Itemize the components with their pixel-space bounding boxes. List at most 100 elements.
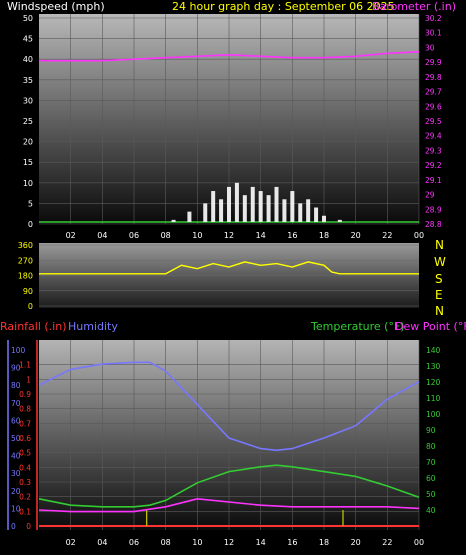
temp-x-tick-label: 10 (192, 538, 202, 547)
windspeed-bar (242, 195, 247, 222)
rainfall-tick-label: 0.8 (19, 405, 31, 414)
temp-x-tick-label: 04 (97, 538, 107, 547)
temperature-tick-label: 50 (426, 490, 436, 499)
windspeed-tick-label: 15 (23, 158, 33, 167)
temperature-tick-label: 70 (426, 458, 436, 467)
temp-x-tick-label: 14 (256, 538, 266, 547)
windspeed-bar (322, 215, 326, 222)
windspeed-bar (187, 211, 192, 222)
windspeed-tick-label: 35 (23, 76, 33, 85)
windspeed-tick-label: 40 (23, 55, 33, 64)
chart-title: 24 hour graph day : September 06 2025 (172, 0, 395, 13)
windspeed-bar (306, 199, 311, 222)
barometer-tick-label: 29.9 (425, 58, 442, 67)
barometer-tick-label: 29.3 (425, 146, 442, 155)
windspeed-bar (211, 191, 216, 222)
temperature-tick-label: 140 (426, 346, 441, 355)
windspeed-bar (234, 182, 239, 222)
wind-x-tick-label: 22 (382, 231, 392, 240)
barometer-line (39, 51, 420, 62)
humidity-tick-label: 100 (11, 346, 26, 355)
windspeed-tick-label: 25 (23, 117, 33, 126)
temp-x-tick-label: 08 (161, 538, 171, 547)
temperature-tick-label: 40 (426, 506, 436, 515)
temp-x-tick-label: 20 (351, 538, 361, 547)
temp-x-tick-label: 06 (129, 538, 139, 547)
windspeed-tick-label: 20 (23, 138, 33, 147)
windspeed-bar (298, 203, 303, 222)
windspeed-bar (258, 191, 263, 222)
windspeed-tick-label: 5 (28, 199, 33, 208)
wind-direction-line (39, 261, 419, 275)
wind-x-tick-label: 10 (192, 231, 202, 240)
barometer-tick-label: 28.8 (425, 220, 442, 229)
wind-x-tick-label: 20 (351, 231, 361, 240)
humidity-tick-label: 40 (11, 452, 21, 461)
temperature-tick-label: 120 (426, 378, 441, 387)
barometer-tick-label: 29.2 (425, 161, 442, 170)
temperature-tick-label: 80 (426, 442, 436, 451)
temp-x-tick-label: 02 (66, 538, 76, 547)
windspeed-axis-label: Windspeed (mph) (7, 0, 105, 13)
direction-tick-label: 270 (18, 256, 33, 265)
wind-x-tick-label: 02 (66, 231, 76, 240)
humidity-tick-label: 0 (11, 522, 16, 531)
barometer-tick-label: 30 (425, 43, 435, 52)
windspeed-tick-label: 45 (23, 35, 33, 44)
rainfall-axis-label: Rainfall (.in) (0, 320, 67, 333)
direction-tick-label: 90 (23, 287, 33, 296)
humidity-tick-label: 50 (11, 434, 21, 443)
windspeed-bar (219, 199, 224, 222)
windspeed-bar (282, 199, 287, 222)
windspeed-tick-label: 10 (23, 179, 33, 188)
windspeed-bar (290, 191, 295, 222)
wind-x-tick-label: 04 (97, 231, 107, 240)
humidity-tick-label: 10 (11, 504, 21, 513)
wind-x-tick-label: 08 (161, 231, 171, 240)
compass-w: W (434, 255, 446, 269)
temperature-tick-label: 100 (426, 410, 441, 419)
wind-x-tick-label: 00 (414, 231, 424, 240)
compass-n-top: N (435, 238, 444, 252)
temperature-line (38, 464, 420, 508)
barometer-tick-label: 29.6 (425, 102, 442, 111)
windspeed-tick-label: 0 (28, 220, 33, 229)
rainfall-tick-label: 0.6 (19, 434, 31, 443)
temperature-tick-label: 90 (426, 426, 436, 435)
barometer-tick-label: 28.9 (425, 205, 442, 214)
temperature-tick-label: 130 (426, 362, 441, 371)
barometer-tick-label: 30.2 (425, 14, 442, 23)
temperature-tick-label: 60 (426, 474, 436, 483)
barometer-tick-label: 29.1 (425, 176, 442, 185)
barometer-tick-label: 29.4 (425, 132, 442, 141)
rainfall-tick-label: 1.1 (19, 361, 31, 370)
windspeed-tick-label: 30 (23, 96, 33, 105)
barometer-tick-label: 29 (425, 191, 435, 200)
humidity-tick-label: 30 (11, 469, 21, 478)
humidity-tick-label: 80 (11, 381, 21, 390)
rainfall-tick-label: 0.5 (19, 449, 31, 458)
temperature-tick-label: 110 (426, 394, 441, 403)
temp-x-tick-label: 00 (414, 538, 424, 547)
temp-x-tick-label: 16 (287, 538, 297, 547)
compass-e: E (435, 288, 443, 302)
temp-x-tick-label: 12 (224, 538, 234, 547)
rainfall-tick-label: 0.3 (19, 478, 31, 487)
humidity-tick-label: 20 (11, 487, 21, 496)
direction-tick-label: 360 (18, 241, 33, 250)
barometer-tick-label: 29.5 (425, 117, 442, 126)
windspeed-bar (171, 219, 176, 222)
dewpoint-axis-label: Dew Point (°F) (395, 320, 466, 333)
barometer-tick-label: 29.7 (425, 88, 442, 97)
humidity-line (38, 361, 420, 452)
windspeed-bar (203, 203, 208, 222)
windspeed-bar (266, 195, 271, 222)
rainfall-tick-label: 1 (26, 375, 31, 384)
humidity-tick-label: 60 (11, 416, 21, 425)
wind-x-tick-label: 12 (224, 231, 234, 240)
windspeed-bar (274, 186, 279, 222)
wind-x-tick-label: 06 (129, 231, 139, 240)
wind-x-tick-label: 14 (256, 231, 266, 240)
windspeed-bar (227, 186, 231, 222)
